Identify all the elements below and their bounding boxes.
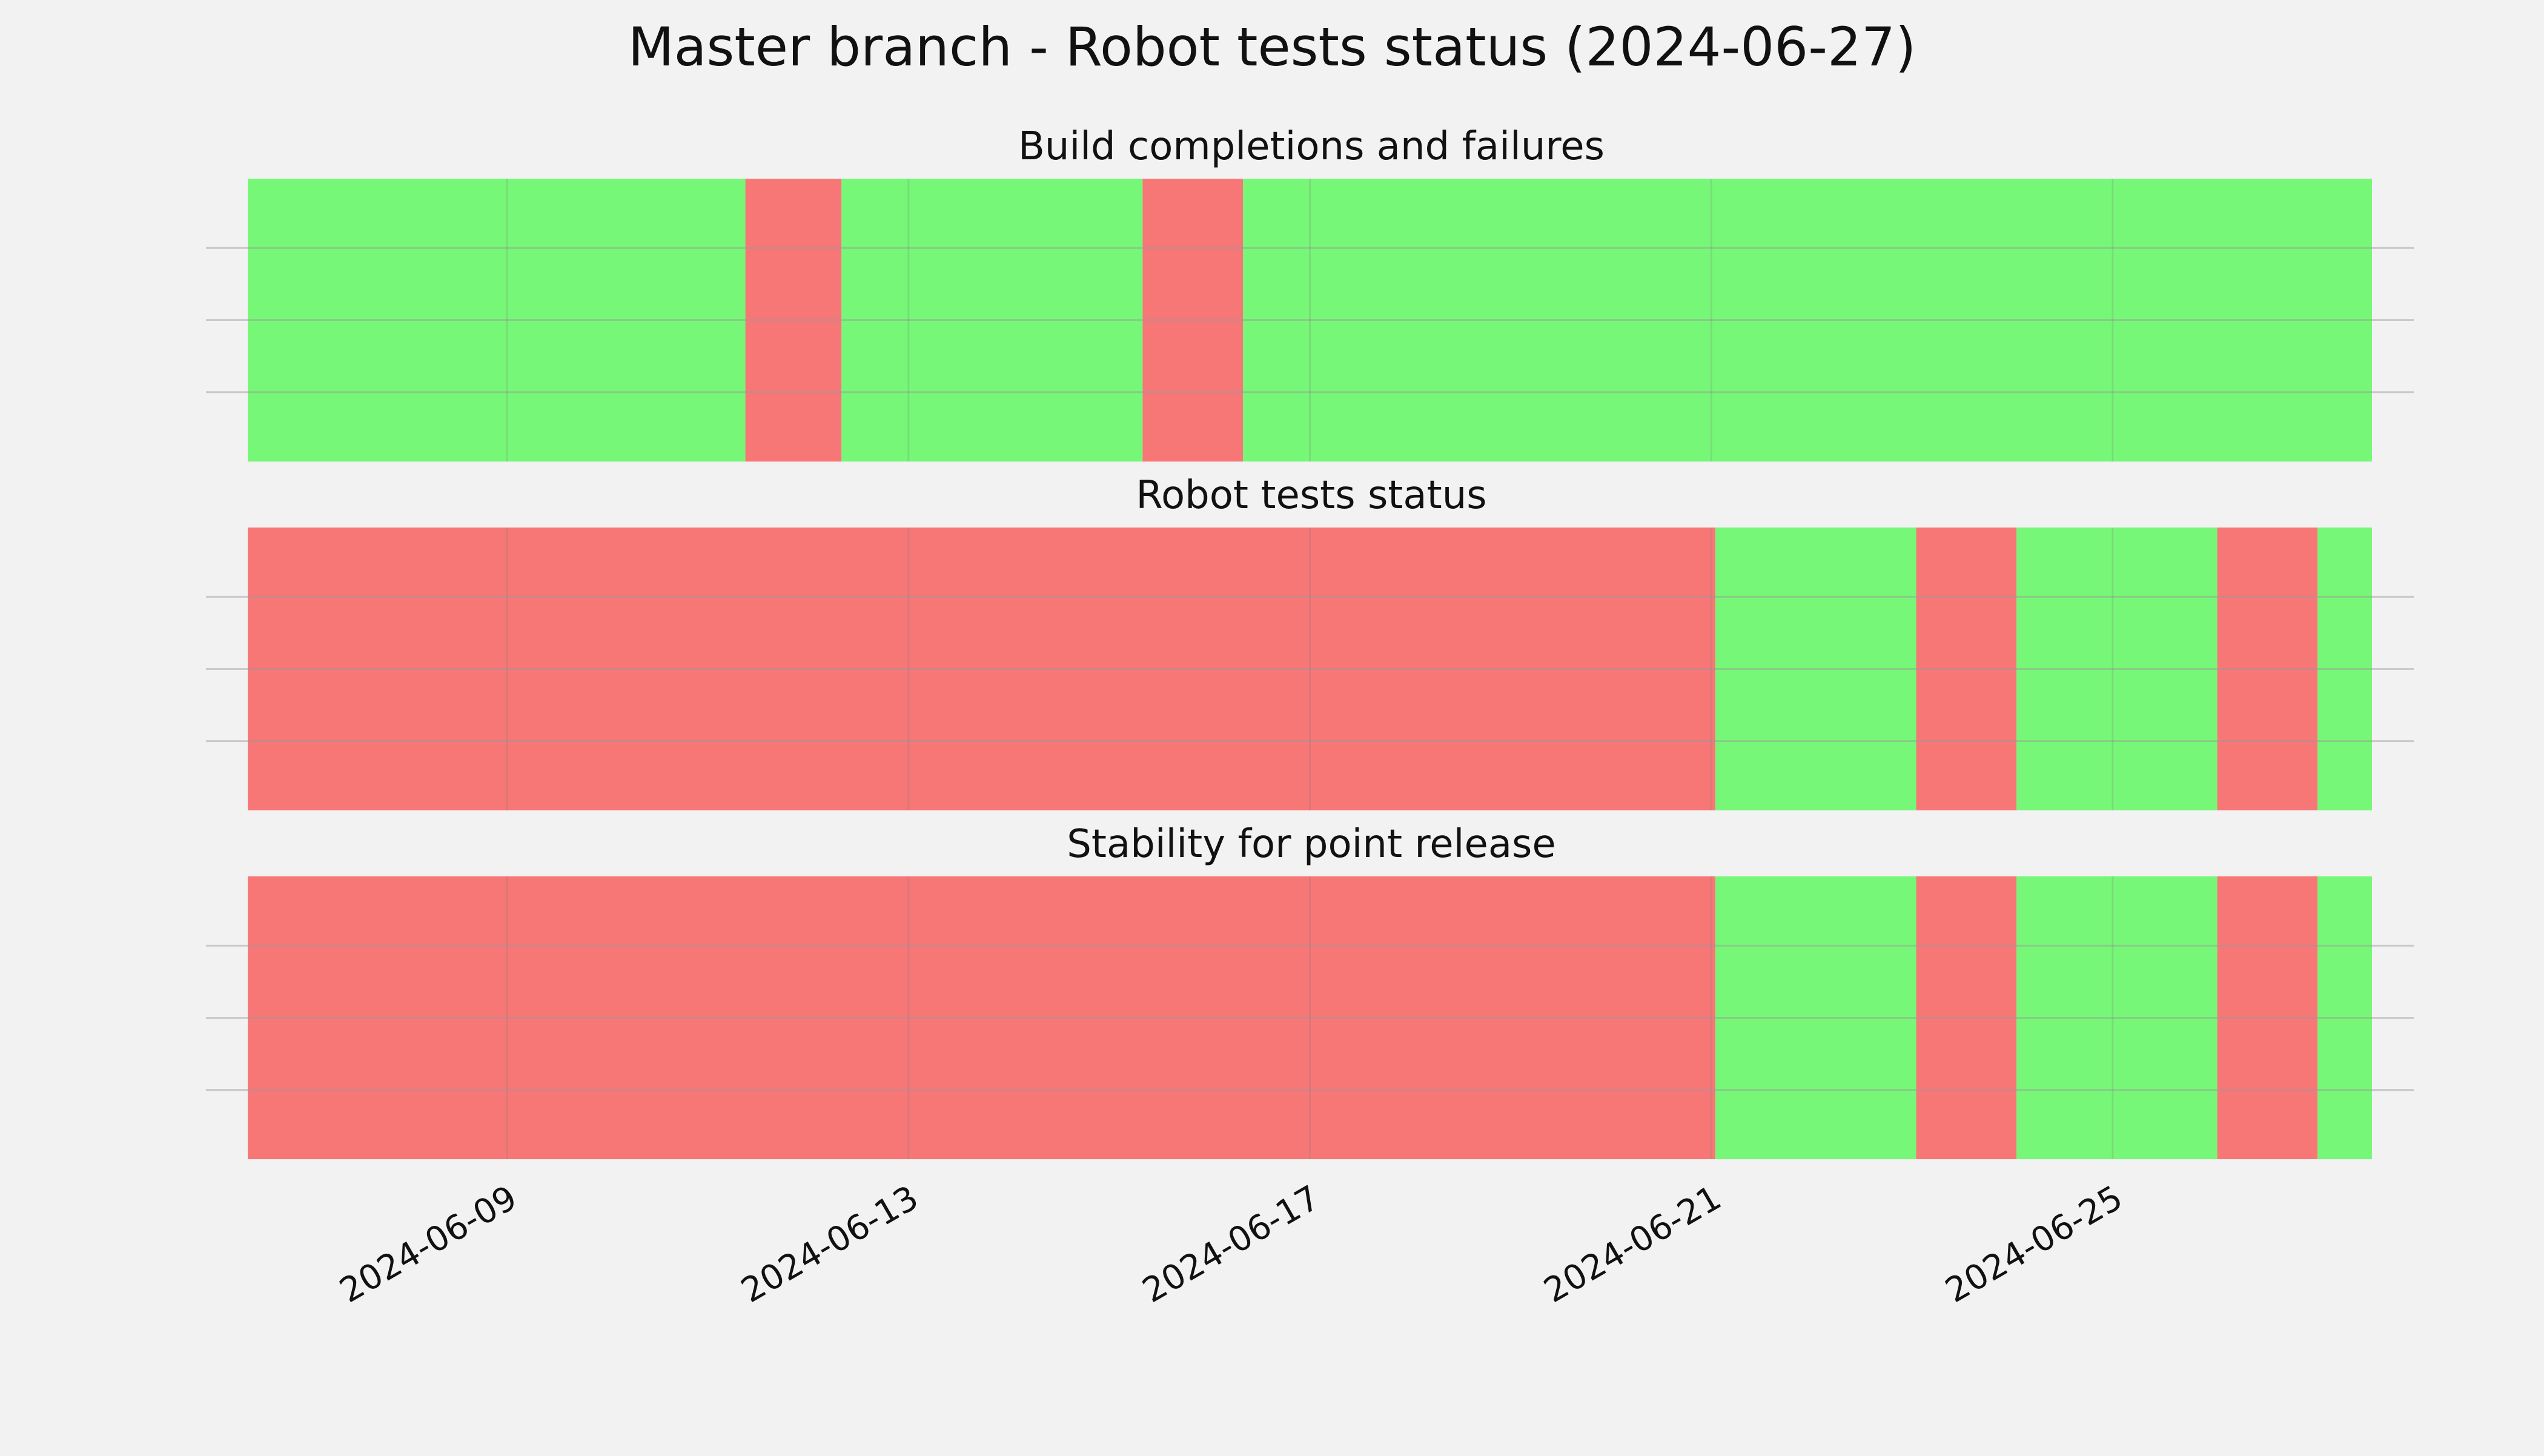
- status-segment-pass: [2317, 528, 2372, 810]
- status-segment-fail: [1916, 528, 2017, 810]
- status-segment-fail: [2217, 876, 2318, 1159]
- status-segment-pass: [1243, 179, 2372, 462]
- status-segment-fail: [1916, 876, 2017, 1159]
- x-tick-label: 2024-06-25: [1939, 1178, 2129, 1311]
- x-axis-tick-labels: 2024-06-09 2024-06-13 2024-06-17 2024-06-21…: [333, 1178, 2129, 1311]
- x-tick-label: 2024-06-21: [1537, 1178, 1727, 1311]
- status-segment-pass: [2016, 528, 2218, 810]
- status-segment-pass: [2016, 876, 2218, 1159]
- panels-layer: Build completions and failures Robot test…: [206, 124, 2414, 1159]
- status-segment-fail: [745, 179, 842, 462]
- panel-title: Build completions and failures: [1018, 124, 1605, 169]
- status-segment-pass: [1715, 876, 1916, 1159]
- status-segment-pass: [841, 179, 1143, 462]
- status-segment-pass: [1715, 528, 1916, 810]
- panel-2: Robot tests status: [206, 473, 2414, 810]
- chart-title: Master branch - Robot tests status (2024…: [628, 16, 1916, 78]
- x-tick-label: 2024-06-17: [1136, 1178, 1327, 1311]
- status-segment-fail: [248, 876, 1716, 1159]
- x-tick-label: 2024-06-13: [735, 1178, 925, 1311]
- panel-title: Robot tests status: [1136, 473, 1486, 518]
- status-segment-fail: [248, 528, 1716, 810]
- status-segment-pass: [248, 179, 746, 462]
- x-tick-label: 2024-06-09: [333, 1178, 523, 1311]
- panel-1: Build completions and failures: [206, 124, 2414, 462]
- status-segment-fail: [2217, 528, 2318, 810]
- panel-title: Stability for point release: [1067, 822, 1556, 867]
- status-segment-fail: [1142, 179, 1244, 462]
- panel-3: Stability for point release: [206, 822, 2414, 1159]
- status-segment-pass: [2317, 876, 2372, 1159]
